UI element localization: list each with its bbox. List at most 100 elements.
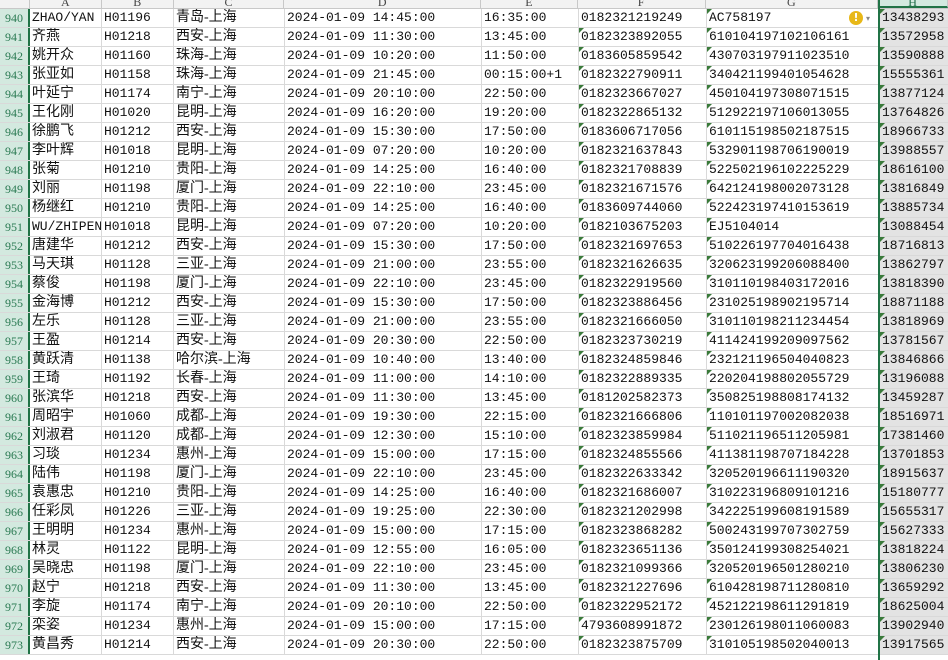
cell-id-no[interactable]: 342225199608191589 [707,503,880,521]
cell-phone[interactable]: 13917565 [880,636,948,654]
cell-id-no[interactable]: 310105198502040013 [707,636,880,654]
row-number[interactable]: 965 [0,484,30,502]
cell-phone[interactable]: 13196088 [880,370,948,388]
cell-ticket-no[interactable]: 0182324855566 [579,446,707,464]
cell-phone[interactable]: 13659292 [880,579,948,597]
cell-route[interactable]: 珠海-上海 [174,47,285,65]
cell-phone[interactable]: 18915637 [880,465,948,483]
column-header-a[interactable]: A [30,0,102,9]
cell-phone[interactable]: 17381460 [880,427,948,445]
cell-arrival[interactable]: 16:35:00 [482,9,579,27]
row-number[interactable]: 960 [0,389,30,407]
cell-ticket-no[interactable]: 0182321099366 [579,560,707,578]
cell-name[interactable]: 唐建华 [30,237,102,255]
cell-phone[interactable]: 13885734 [880,199,948,217]
column-header-b[interactable]: B [102,0,174,9]
cell-ticket-no[interactable]: 0181202582373 [579,389,707,407]
column-header-d[interactable]: D [284,0,481,9]
row-number[interactable]: 943 [0,66,30,84]
row-number[interactable]: 969 [0,560,30,578]
cell-flight-code[interactable]: H01234 [102,446,174,464]
cell-arrival[interactable]: 10:20:00 [482,218,579,236]
cell-arrival[interactable]: 16:40:00 [482,484,579,502]
cell-departure[interactable]: 2024-01-09 10:20:00 [285,47,482,65]
cell-id-no[interactable]: 642124198002073128 [707,180,880,198]
cell-route[interactable]: 南宁-上海 [174,598,285,616]
cell-phone[interactable]: 13088454 [880,218,948,236]
cell-arrival[interactable]: 23:55:00 [482,313,579,331]
cell-route[interactable]: 惠州-上海 [174,446,285,464]
cell-flight-code[interactable]: H01198 [102,465,174,483]
cell-flight-code[interactable]: H01160 [102,47,174,65]
cell-flight-code[interactable]: H01018 [102,142,174,160]
cell-route[interactable]: 厦门-上海 [174,180,285,198]
cell-route[interactable]: 西安-上海 [174,123,285,141]
cell-id-no[interactable]: 532901198706190019 [707,142,880,160]
cell-id-no[interactable]: 310110198211234454 [707,313,880,331]
cell-phone[interactable]: 13438293 [880,9,948,27]
cell-route[interactable]: 西安-上海 [174,237,285,255]
cell-route[interactable]: 昆明-上海 [174,104,285,122]
cell-route[interactable]: 西安-上海 [174,294,285,312]
cell-departure[interactable]: 2024-01-09 22:10:00 [285,465,482,483]
cell-id-no[interactable]: 230126198011060083 [707,617,880,635]
cell-departure[interactable]: 2024-01-09 10:40:00 [285,351,482,369]
cell-departure[interactable]: 2024-01-09 20:30:00 [285,332,482,350]
cell-phone[interactable]: 15180777 [880,484,948,502]
cell-phone[interactable]: 13806230 [880,560,948,578]
cell-ticket-no[interactable]: 0182322919560 [579,275,707,293]
cell-name[interactable]: 李叶辉 [30,142,102,160]
cell-route[interactable]: 厦门-上海 [174,465,285,483]
row-number[interactable]: 956 [0,313,30,331]
cell-route[interactable]: 贵阳-上海 [174,161,285,179]
cell-ticket-no[interactable]: 0182321227696 [579,579,707,597]
cell-departure[interactable]: 2024-01-09 15:30:00 [285,294,482,312]
cell-id-no[interactable]: 320520196611190320 [707,465,880,483]
cell-name[interactable]: WU/ZHIPEN [32,218,102,236]
cell-phone[interactable]: 18871188 [880,294,948,312]
cell-arrival[interactable]: 10:20:00 [482,142,579,160]
cell-arrival[interactable]: 23:45:00 [482,180,579,198]
cell-name[interactable]: ZHAO/YAN [30,9,102,27]
row-number[interactable]: 945 [0,104,30,122]
cell-name[interactable]: 叶延宁 [30,85,102,103]
row-number[interactable]: 950 [0,199,30,217]
cell-phone[interactable]: 18516971 [880,408,948,426]
cell-name[interactable]: 王明明 [30,522,102,540]
cell-arrival[interactable]: 22:30:00 [482,503,579,521]
cell-route[interactable]: 三亚-上海 [174,256,285,274]
cell-flight-code[interactable]: H01212 [102,294,174,312]
cell-route[interactable]: 西安-上海 [174,28,285,46]
cell-departure[interactable]: 2024-01-09 19:30:00 [285,408,482,426]
cell-id-no[interactable]: 310110198403172016 [707,275,880,293]
cell-name[interactable]: 金海博 [30,294,102,312]
cell-phone[interactable]: 13988557 [880,142,948,160]
cell-ticket-no[interactable]: 0182322865132 [579,104,707,122]
cell-route[interactable]: 西安-上海 [174,389,285,407]
row-number[interactable]: 972 [0,617,30,635]
cell-departure[interactable]: 2024-01-09 16:20:00 [285,104,482,122]
cell-departure[interactable]: 2024-01-09 07:20:00 [285,142,482,160]
row-number[interactable]: 961 [0,408,30,426]
cell-arrival[interactable]: 17:15:00 [482,522,579,540]
cell-name[interactable]: 栾姿 [30,617,102,635]
cell-departure[interactable]: 2024-01-09 21:45:00 [285,66,482,84]
cell-ticket-no[interactable]: 0182323651136 [579,541,707,559]
cell-phone[interactable]: 13818969 [880,313,948,331]
cell-ticket-no[interactable]: 0182321708839 [579,161,707,179]
row-number[interactable]: 948 [0,161,30,179]
cell-id-no[interactable]: 522502196102225229 [707,161,880,179]
cell-departure[interactable]: 2024-01-09 22:10:00 [285,560,482,578]
cell-flight-code[interactable]: H01120 [102,427,174,445]
cell-ticket-no[interactable]: 0182322889335 [579,370,707,388]
cell-name[interactable]: 蔡俊 [30,275,102,293]
cell-phone[interactable]: 13701853 [880,446,948,464]
cell-phone[interactable]: 15627333 [880,522,948,540]
cell-name[interactable]: 王琦 [30,370,102,388]
cell-departure[interactable]: 2024-01-09 12:30:00 [285,427,482,445]
cell-id-no[interactable]: 320623199206088400 [707,256,880,274]
cell-id-no[interactable]: 610115198502187515 [707,123,880,141]
cell-phone[interactable]: 13862797 [880,256,948,274]
column-header-e[interactable]: E [481,0,578,9]
cell-departure[interactable]: 2024-01-09 15:00:00 [285,446,482,464]
